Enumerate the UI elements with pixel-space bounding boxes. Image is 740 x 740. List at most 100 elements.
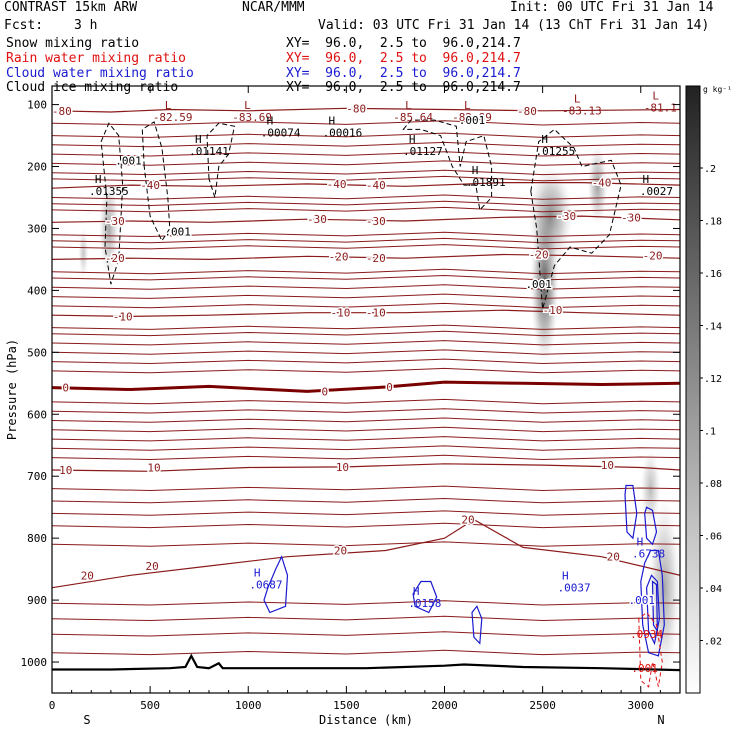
isotherm-label: -10 [113,310,133,323]
isotherm-label: -40 [366,179,386,192]
cloud-ice-high-value: .01255 [536,145,576,158]
low-value: -83.13 [562,105,602,118]
isotherm-label: -30 [556,210,576,223]
low-value: -85.64 [393,111,433,124]
isotherm-line [52,631,680,637]
isotherm-label: -10 [331,307,351,320]
isotherm-0 [52,380,680,393]
isotherm-line [52,445,680,451]
isotherm-label: -20 [329,250,349,263]
cloud-ice-contour-label: .001 [459,114,486,127]
isotherm-label: 0 [321,385,328,398]
isotherm-label: -10 [366,307,386,320]
isotherm-line [52,522,680,529]
field-snow-xy: XY= 96.0, 2.5 to 96.0,214.7 [286,36,521,51]
isotherm-line [52,302,680,309]
isotherm-label: 10 [601,459,614,472]
low-value: -82.59 [153,111,193,124]
low-value: -83.69 [232,111,272,124]
isotherm-line [52,436,680,442]
cloud-ice-high-marker: H [472,164,479,177]
x-tick-label: 2500 [529,699,556,712]
colorbar-tick-label: .12 [704,374,722,385]
isotherm-label: -40 [327,178,347,191]
isotherm-line [52,541,680,547]
isotherm-label: -10 [543,304,563,317]
isotherm-label: 10 [147,462,160,475]
cloud-water-high-marker: H [254,567,261,580]
colorbar-tick-label: .14 [704,322,722,333]
isotherm-line [52,237,680,244]
isotherm-line [52,417,680,423]
isotherm-line [52,408,680,414]
cloud-ice-contour-label: .001 [164,226,191,239]
isotherm-line [52,398,680,405]
cloud-ice-high-value: .01141 [189,145,229,158]
y-tick-label: 800 [27,532,47,545]
isotherm-label: 20 [461,514,474,527]
cloud-ice-high-marker: H [195,133,202,146]
low-marker: L [464,99,471,112]
cloud-water-contour-7 [644,506,658,546]
rain-contour-label: .0934 [630,628,663,641]
colorbar-tick-label: .16 [704,269,722,280]
snow-shading-4 [78,228,89,279]
y-axis-title: Pressure (hPa) [5,339,19,440]
cloud-water-high-value: .6738 [632,548,665,561]
endpoint-left-label: S [83,713,90,727]
endpoint-right-label: N [657,713,664,727]
y-tick-label: 100 [27,99,47,112]
field-rain-xy: XY= 96.0, 2.5 to 96.0,214.7 [286,51,521,66]
cloud-ice-high-value: .00016 [323,126,363,139]
snow-shading-3 [98,178,119,279]
isotherm-label: -40 [140,179,160,192]
field-cloud-ice-name: Cloud ice mixing ratio [6,80,179,95]
cloud-water-high-value: .0687 [249,579,282,592]
isotherm-label: 20 [334,545,347,558]
rain-contour-0 [638,611,663,688]
isotherm-line [52,274,680,281]
cloud-water-high-marker: H [637,536,644,549]
field-cloud-water-name: Cloud water mixing ratio [6,66,194,81]
field-cloud-water-xy: XY= 96.0, 2.5 to 96.0,214.7 [286,66,521,81]
isotherm-label: 10 [59,464,72,477]
surface-terrain [52,653,680,672]
cloud-ice-high-value: .0027 [640,185,673,198]
cloud-water-high-value: .0037 [557,582,590,595]
isotherm-line [52,175,680,182]
x-axis-title: Distance (km) [319,713,413,727]
cloud-water-contour-3 [624,484,638,540]
isotherm-line [52,120,680,126]
cloud-water-high-value: .0158 [408,597,441,610]
isotherm-line [52,200,680,207]
isotherm-line [52,497,680,504]
low-marker: L [652,89,659,102]
isotherm-line [52,324,680,330]
low-value: -82.89 [452,111,492,124]
chart-title: CONTRAST 15km ARW [4,0,138,15]
snow-shading-2 [587,145,608,226]
isotherm-label: -20 [366,252,386,265]
isotherm-line [52,244,680,250]
x-tick-label: 0 [49,699,56,712]
isotherm-line [52,600,680,606]
isotherm-label: -20 [643,250,663,263]
cloud-ice-contour-0 [100,122,124,285]
cloud-ice-high-marker: H [642,173,649,186]
isotherm-line [52,284,680,290]
isotherm-label: -30 [105,215,125,228]
x-tick-label: 500 [140,699,160,712]
low-marker: L [165,99,172,112]
isotherm-line [52,454,680,461]
fcst-label: Fcst: [4,18,44,33]
colorbar-tick-label: .1 [704,427,716,438]
cloud-water-contour-4 [640,549,665,657]
cloud-water-high-marker: H [413,585,420,598]
colorbar-tick-label: .02 [704,637,722,648]
isotherm-label: 20 [81,569,94,582]
x-tick-label: 1000 [235,699,262,712]
cloud-ice-high-marker: H [541,133,548,146]
field-rain-name: Rain water mixing ratio [6,51,187,66]
isotherm-line [52,510,680,516]
cloud-water-contour-1 [412,580,438,614]
